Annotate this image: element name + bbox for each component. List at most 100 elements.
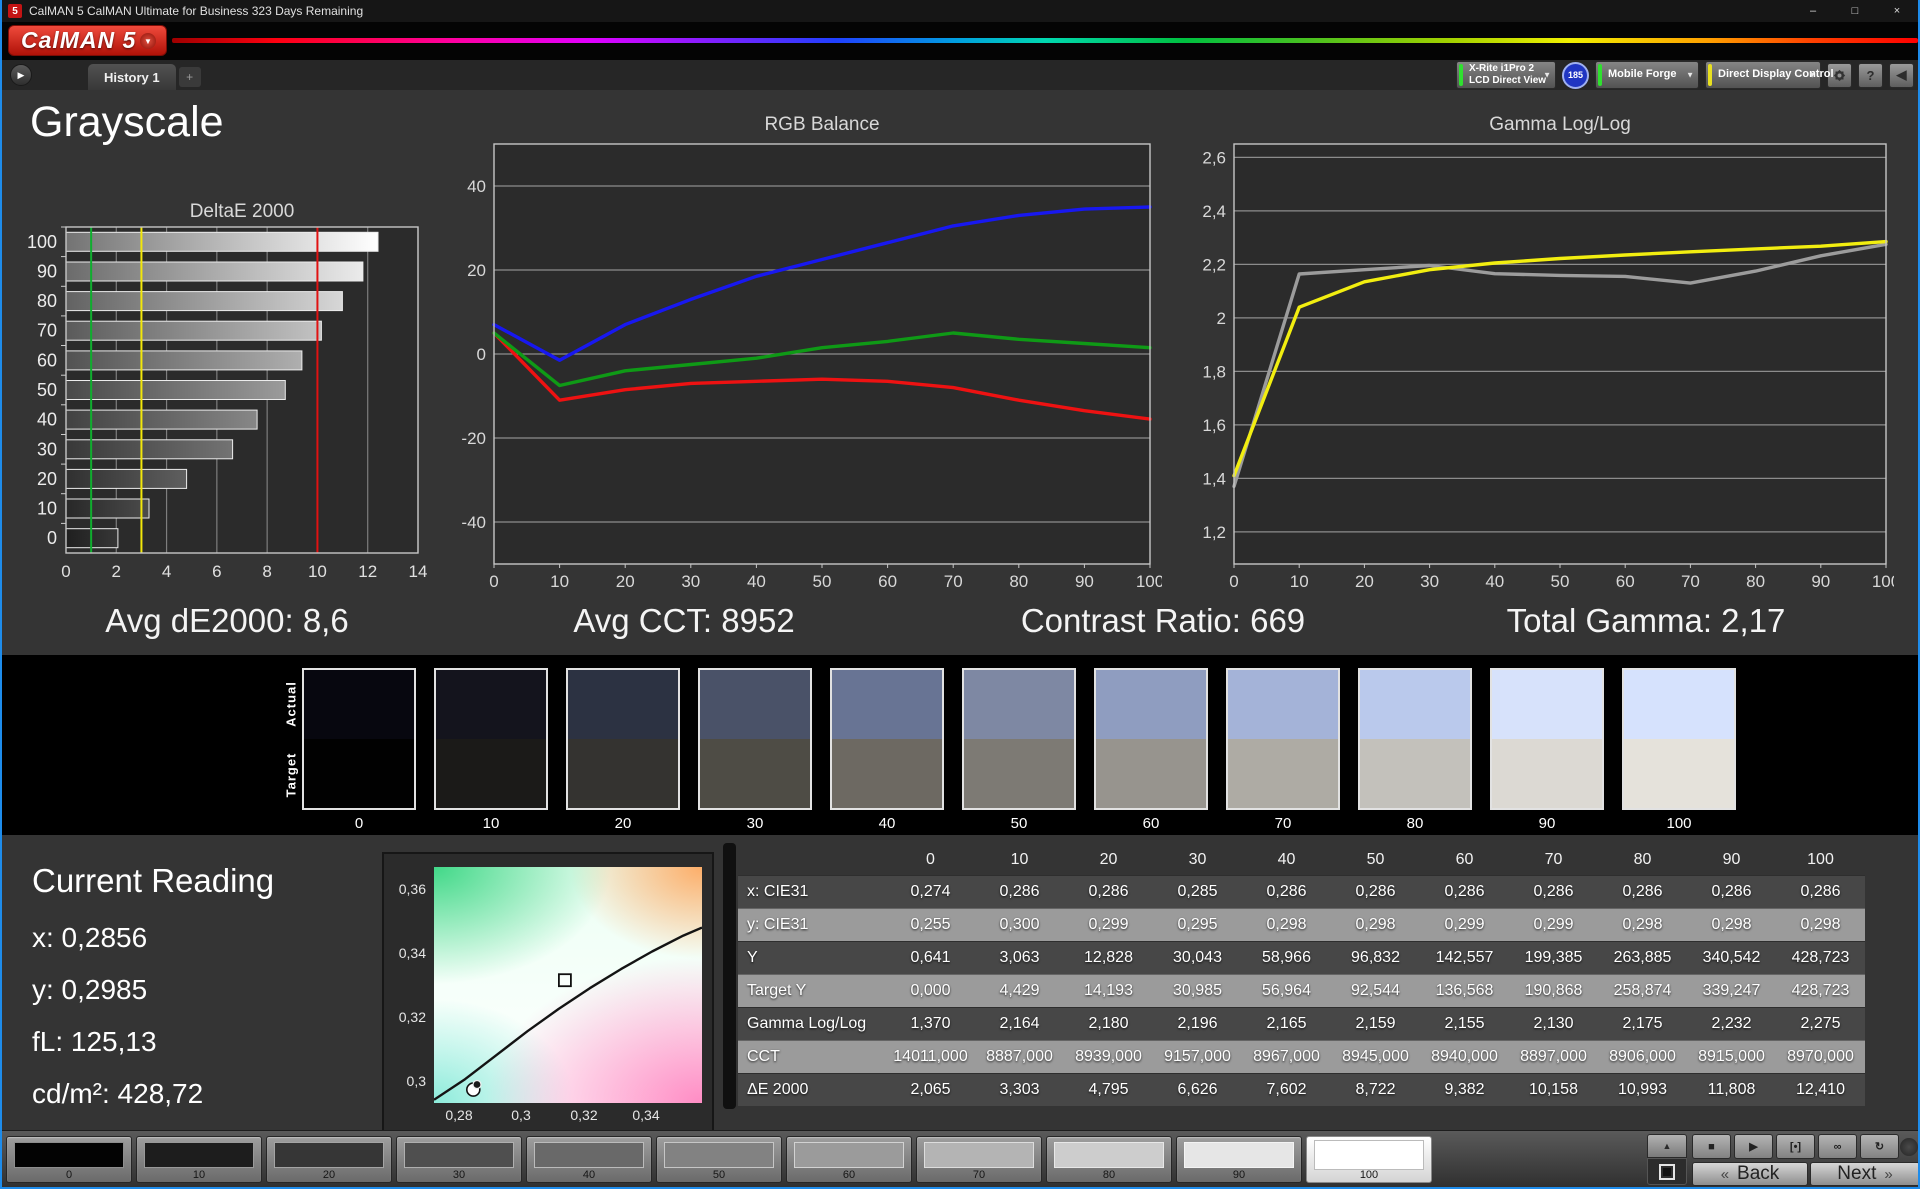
meter-dropdown[interactable]: X-Rite i1Pro 2 LCD Direct View ▼: [1456, 61, 1556, 89]
patch-window-button[interactable]: [1647, 1158, 1687, 1185]
logo-dropdown-icon[interactable]: ▼: [140, 33, 156, 49]
tab-bar: ▶ History 1 + X-Rite i1Pro 2 LCD Direct …: [2, 60, 1918, 90]
patch-button-10[interactable]: 10: [136, 1136, 262, 1183]
target-patch: [568, 739, 678, 808]
table-cell: 8,722: [1331, 1072, 1420, 1106]
close-button[interactable]: ×: [1893, 5, 1901, 17]
svg-text:30: 30: [1420, 572, 1439, 591]
cie-y-tick: 0,34: [398, 945, 426, 961]
table-cell: 0,286: [1242, 874, 1331, 908]
patch-color: [274, 1142, 384, 1168]
actual-patch: [1096, 670, 1206, 739]
svg-text:RGB Balance: RGB Balance: [764, 114, 879, 135]
source-dropdown[interactable]: Mobile Forge ▼: [1595, 61, 1699, 89]
actual-patch: [436, 670, 546, 739]
refresh-button[interactable]: ↻: [1860, 1134, 1899, 1159]
svg-text:1,8: 1,8: [1202, 362, 1226, 381]
patch-button-60[interactable]: 60: [786, 1136, 912, 1183]
target-patch: [1492, 739, 1602, 808]
back-button[interactable]: « Back: [1692, 1162, 1808, 1186]
patch-button-0[interactable]: 0: [6, 1136, 132, 1183]
maximize-button[interactable]: □: [1851, 5, 1859, 17]
display-control-dropdown[interactable]: Direct Display Control ▼: [1705, 61, 1834, 89]
deltae-2000-chart: DeltaE 2000 100 90 80 70 60 50 40 30 20 10 0 0 2 4 6 8 10…: [26, 191, 430, 600]
svg-text:10: 10: [308, 562, 327, 581]
next-button[interactable]: Next »: [1810, 1162, 1918, 1186]
svg-text:-40: -40: [461, 513, 486, 532]
patch-button-100[interactable]: 100: [1306, 1136, 1432, 1183]
table-cell: 6,626: [1153, 1072, 1242, 1106]
svg-text:1,2: 1,2: [1202, 523, 1226, 542]
grayscale-swatch-60: [1094, 668, 1208, 810]
minimize-button[interactable]: –: [1809, 5, 1817, 17]
single-measure-button[interactable]: [•]: [1776, 1134, 1815, 1159]
reading-fl: fL: 125,13: [32, 1026, 157, 1057]
collapse-panel-button[interactable]: ◀: [1889, 62, 1914, 88]
table-left-bar: [723, 843, 736, 1109]
grayscale-swatch-0: [302, 668, 416, 810]
patch-button-40[interactable]: 40: [526, 1136, 652, 1183]
swatch-label: 90: [1538, 815, 1556, 832]
table-cell: 2,232: [1687, 1006, 1776, 1040]
page-title: Grayscale: [30, 98, 224, 146]
target-patch: [964, 739, 1074, 808]
svg-text:90: 90: [1075, 572, 1094, 591]
table-cell: 0,298: [1598, 907, 1687, 941]
continuous-button[interactable]: ∞: [1818, 1134, 1857, 1159]
patch-label: 10: [192, 1169, 206, 1181]
svg-text:100: 100: [1136, 572, 1162, 591]
total-gamma-stat: Total Gamma: 2,17: [1506, 602, 1786, 639]
table-cell: 0,300: [975, 907, 1064, 941]
chevron-down-icon: ▼: [1543, 70, 1551, 80]
patch-size-up-button[interactable]: ▲: [1647, 1134, 1687, 1158]
svg-text:70: 70: [37, 321, 57, 341]
add-tab-button[interactable]: +: [178, 67, 201, 87]
patch-button-80[interactable]: 80: [1046, 1136, 1172, 1183]
table-cell: 0,298: [1331, 907, 1420, 941]
help-button[interactable]: ?: [1858, 62, 1883, 88]
session-play-button[interactable]: ▶: [10, 64, 32, 86]
table-cell: 2,130: [1509, 1006, 1598, 1040]
svg-text:90: 90: [1811, 572, 1830, 591]
svg-text:Gamma Log/Log: Gamma Log/Log: [1489, 114, 1631, 135]
bottom-bar: 0 10 20 30 40 50 60 70 80 90 100 ▲ ■ ▶ [•] ∞ ↻ « Back …: [2, 1130, 1918, 1187]
meter-badge[interactable]: 185: [1562, 61, 1589, 89]
table-cell: 96,832: [1331, 940, 1420, 974]
patch-button-90[interactable]: 90: [1176, 1136, 1302, 1183]
table-cell: 428,723: [1776, 940, 1865, 974]
patch-color: [1054, 1142, 1164, 1168]
table-cell: 30,043: [1153, 940, 1242, 974]
actual-patch: [1360, 670, 1470, 739]
table-cell: 0,285: [1153, 874, 1242, 908]
patch-button-50[interactable]: 50: [656, 1136, 782, 1183]
patch-button-70[interactable]: 70: [916, 1136, 1042, 1183]
table-col-header: 60: [1455, 850, 1474, 868]
stop-button[interactable]: ■: [1692, 1134, 1731, 1159]
table-cell: 58,966: [1242, 940, 1331, 974]
svg-text:10: 10: [550, 572, 569, 591]
patch-button-30[interactable]: 30: [396, 1136, 522, 1183]
patch-label: 80: [1102, 1169, 1116, 1181]
patch-button-20[interactable]: 20: [266, 1136, 392, 1183]
table-cell: 4,795: [1064, 1072, 1153, 1106]
rainbow-gradient-bar: [172, 38, 1918, 43]
table-cell: 56,964: [1242, 973, 1331, 1007]
grayscale-swatch-50: [962, 668, 1076, 810]
stats-row: Avg dE2000: 8,6 Avg CCT: 8952 Contrast R…: [2, 602, 1918, 646]
patch-label: 20: [322, 1169, 336, 1181]
tab-history-1[interactable]: History 1: [88, 64, 176, 90]
svg-text:DeltaE 2000: DeltaE 2000: [190, 201, 295, 222]
table-cell: 1,370: [886, 1006, 975, 1040]
table-cell: 0,286: [1598, 874, 1687, 908]
settings-button[interactable]: [1827, 62, 1852, 88]
display-control-label: Direct Display Control: [1718, 68, 1834, 81]
patch-label: 50: [712, 1169, 726, 1181]
cie-plot-area: [434, 867, 702, 1103]
play-button[interactable]: ▶: [1734, 1134, 1773, 1159]
table-cell: 2,155: [1420, 1006, 1509, 1040]
svg-text:6: 6: [212, 562, 221, 581]
row-label: CCT: [738, 1039, 886, 1073]
back-label: Back: [1737, 1163, 1780, 1184]
svg-text:2,6: 2,6: [1202, 148, 1226, 167]
